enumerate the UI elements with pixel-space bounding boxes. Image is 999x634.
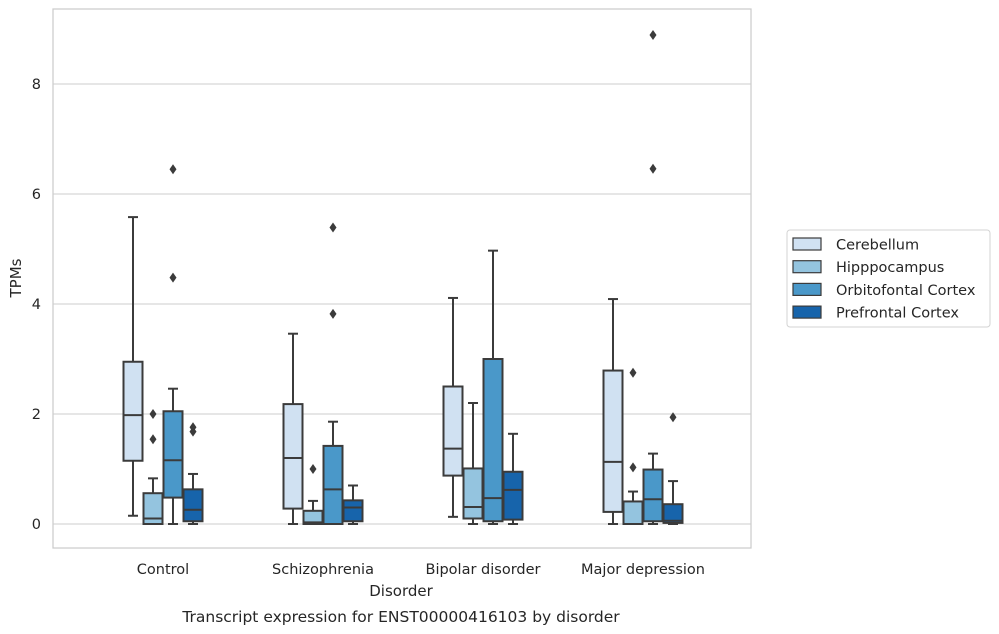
y-tick-label: 0 bbox=[32, 517, 41, 533]
outlier-point bbox=[669, 412, 677, 423]
y-tick-label: 4 bbox=[32, 297, 41, 313]
box-hipppocampus bbox=[142, 409, 164, 526]
outlier-point bbox=[649, 30, 657, 41]
box-groups bbox=[122, 30, 684, 526]
box-orbitofontal-cortex bbox=[482, 249, 504, 525]
x-tick-label: Bipolar disorder bbox=[426, 562, 541, 578]
legend-label: Orbitofontal Cortex bbox=[836, 283, 976, 299]
box-body bbox=[282, 403, 304, 510]
legend-label: Prefrontal Cortex bbox=[836, 306, 959, 322]
x-tick-label: Schizophrenia bbox=[272, 562, 374, 578]
box-hipppocampus bbox=[622, 367, 644, 526]
x-axis-ticks: Control Schizophrenia Bipolar disorder Majo… bbox=[137, 562, 705, 578]
box-body bbox=[662, 503, 684, 524]
box-body bbox=[162, 410, 184, 499]
box-body bbox=[122, 360, 144, 462]
box-body bbox=[182, 488, 204, 523]
box-hipppocampus bbox=[462, 402, 484, 525]
box-body bbox=[322, 444, 344, 525]
plot-frame bbox=[52, 8, 752, 549]
box-cerebellum bbox=[122, 216, 144, 517]
box-prefrontal-cortex bbox=[662, 412, 684, 525]
outlier-point bbox=[169, 272, 177, 283]
outlier-point bbox=[629, 462, 637, 473]
legend-label: Cerebellum bbox=[836, 238, 919, 254]
box-prefrontal-cortex bbox=[502, 432, 524, 525]
outlier-point bbox=[189, 422, 197, 433]
legend-swatch bbox=[792, 282, 822, 296]
legend-frame bbox=[786, 229, 991, 328]
x-axis-label: Disorder bbox=[369, 582, 433, 600]
legend: Cerebellum Hipppocampus Orbitofontal Corte… bbox=[786, 229, 991, 328]
box-orbitofontal-cortex bbox=[322, 222, 344, 525]
chart-title: Transcript expression for ENST0000041610… bbox=[181, 608, 620, 626]
legend-swatch bbox=[792, 305, 822, 319]
legend-swatch bbox=[792, 260, 822, 274]
box-cerebellum bbox=[442, 296, 464, 518]
outlier-point bbox=[629, 367, 637, 378]
box-hipppocampus bbox=[302, 464, 324, 525]
box-prefrontal-cortex bbox=[342, 484, 364, 525]
outlier-point bbox=[149, 409, 157, 419]
outlier-point bbox=[649, 163, 657, 174]
x-tick-label: Major depression bbox=[581, 562, 705, 578]
y-tick-label: 6 bbox=[32, 187, 41, 203]
box-prefrontal-cortex bbox=[182, 422, 204, 525]
outlier-point bbox=[149, 434, 157, 445]
legend-label: Hipppocampus bbox=[836, 260, 944, 276]
box-body bbox=[602, 369, 624, 513]
box-cerebellum bbox=[282, 332, 304, 525]
box-body bbox=[642, 468, 664, 523]
y-axis-ticks: 0 2 4 6 8 bbox=[32, 77, 41, 533]
box-body bbox=[462, 467, 484, 520]
box-body bbox=[342, 499, 364, 523]
box-orbitofontal-cortex bbox=[642, 30, 664, 525]
y-axis-label: TPMs bbox=[7, 258, 25, 298]
y-tick-label: 8 bbox=[32, 77, 41, 93]
outlier-point bbox=[329, 222, 337, 233]
box-body bbox=[622, 500, 644, 526]
box-orbitofontal-cortex bbox=[162, 164, 184, 525]
box-body bbox=[502, 470, 524, 521]
outlier-point bbox=[169, 164, 177, 175]
x-tick-label: Control bbox=[137, 562, 189, 578]
box-body bbox=[482, 358, 504, 523]
outlier-point bbox=[309, 464, 317, 474]
y-tick-label: 2 bbox=[32, 407, 41, 423]
box-body bbox=[442, 385, 464, 477]
box-body bbox=[142, 492, 164, 526]
plot-background bbox=[53, 9, 751, 548]
box-cerebellum bbox=[602, 298, 624, 525]
legend-swatch bbox=[792, 237, 822, 251]
outlier-point bbox=[329, 308, 337, 319]
